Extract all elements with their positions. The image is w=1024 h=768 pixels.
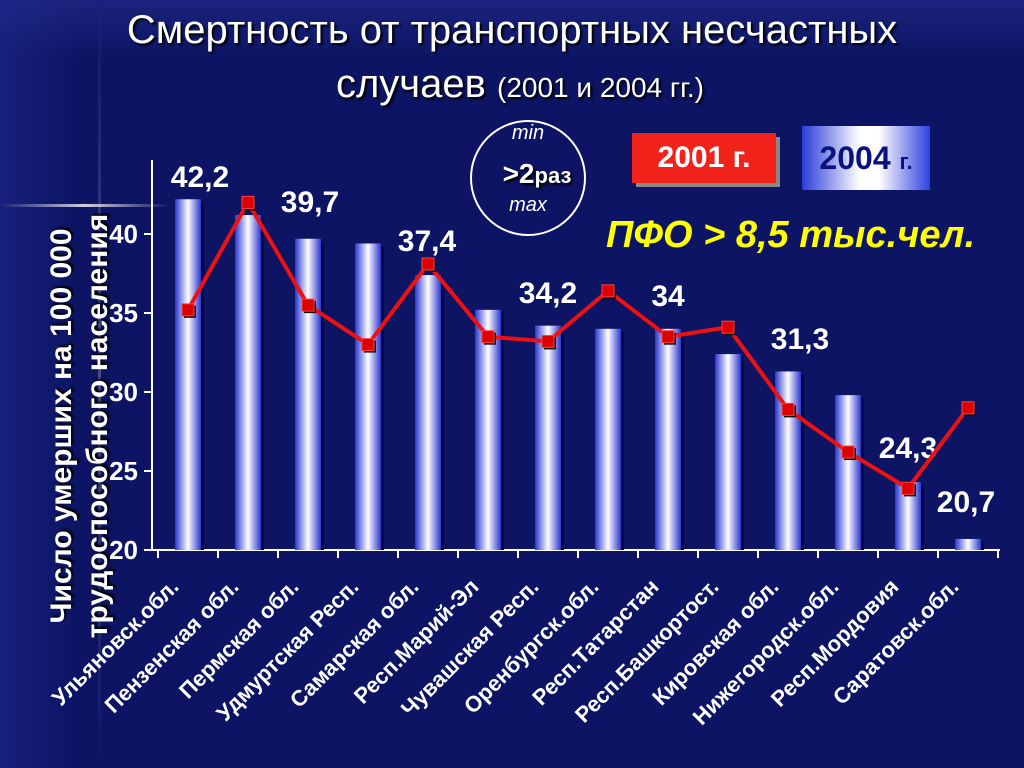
bar-value-label: 39,7	[281, 186, 339, 219]
pfo-annotation: ПФО > 8,5 тыс.чел.	[606, 214, 976, 256]
ratio-value-unit: раз	[534, 163, 572, 188]
bar-2004	[175, 199, 201, 551]
bar-value-label: 31,3	[771, 323, 829, 356]
legend-2004-suffix: г.	[899, 149, 913, 174]
bar-value-label: 20,7	[937, 486, 995, 519]
bar-value-label: 34,2	[519, 277, 577, 310]
bar-2004	[535, 325, 561, 550]
line-2001-marker	[361, 338, 375, 352]
y-tick-label: 20	[109, 535, 138, 565]
bar-2004	[415, 275, 441, 550]
y-tick-label: 40	[109, 219, 138, 249]
ratio-max-label: max	[509, 194, 547, 216]
bar-2004	[715, 354, 741, 550]
bar-2004	[295, 238, 321, 551]
bar-2004	[835, 395, 861, 550]
bar-2004	[355, 243, 381, 551]
line-2001	[186, 200, 970, 491]
bar-value-label: 42,2	[171, 161, 229, 194]
bar-2004	[655, 328, 681, 550]
bar-2004	[595, 328, 621, 550]
legend-2004: 2004 г.	[802, 126, 930, 190]
ratio-value: >2раз	[472, 158, 602, 190]
line-2001-marker	[661, 330, 675, 344]
bar-value-label: 37,4	[398, 225, 457, 258]
line-2001-marker	[301, 298, 315, 312]
chart-title-word: случаев	[335, 62, 486, 106]
chart-title-line2: случаев (2001 и 2004 гг.)	[220, 62, 820, 107]
chart-title-years: (2001 и 2004 гг.)	[497, 72, 705, 103]
line-2001-marker	[481, 330, 495, 344]
line-2001-marker	[841, 445, 855, 459]
line-2001-marker	[961, 401, 975, 415]
line-2001-marker	[541, 334, 555, 348]
line-2001-marker	[601, 284, 615, 298]
y-tick-label: 30	[109, 377, 138, 407]
legend-2001: 2001 г.	[632, 133, 776, 183]
ratio-value-number: >2	[502, 158, 535, 189]
line-2001-marker	[781, 402, 795, 416]
ratio-min-label: min	[511, 122, 545, 144]
chart-title-line1: Смертность от транспортных несчастных	[126, 8, 898, 52]
bar-2004	[775, 371, 801, 550]
decor-vertical-line	[98, 0, 101, 768]
y-tick-label: 35	[109, 298, 138, 328]
line-2001-marker	[181, 303, 195, 317]
line-2001-marker	[421, 257, 435, 271]
line-2001-marker	[901, 481, 915, 495]
ratio-circle: min >2раз max	[470, 120, 586, 236]
bar-2004	[235, 215, 261, 551]
y-tick-label: 25	[109, 456, 138, 486]
bar-2004	[475, 309, 501, 550]
bar-2004	[955, 538, 981, 550]
line-2001-marker	[241, 195, 255, 209]
legend-2004-year: 2004	[819, 140, 891, 176]
bar-value-label: 34	[651, 280, 685, 313]
decor-horizontal-line	[0, 204, 170, 207]
line-2001-marker	[721, 320, 735, 334]
